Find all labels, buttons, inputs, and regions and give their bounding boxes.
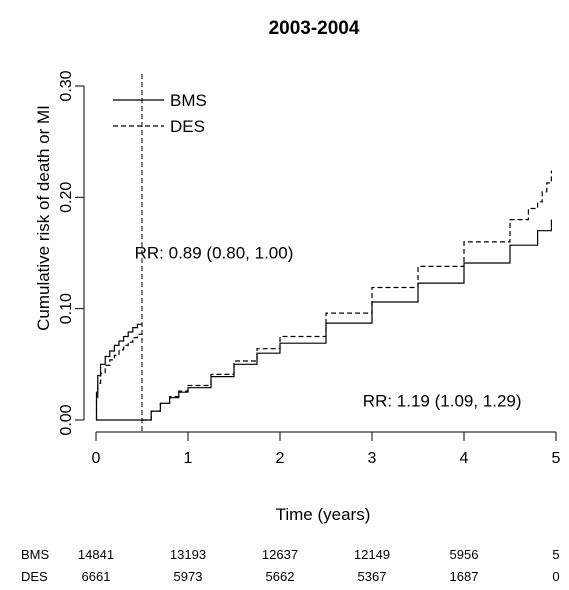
x-tick-label: 0 bbox=[92, 450, 101, 467]
risk-value: 1687 bbox=[450, 569, 479, 584]
x-tick-label: 4 bbox=[460, 450, 469, 467]
chart-title: 2003-2004 bbox=[269, 18, 360, 39]
y-tick-label: 0.30 bbox=[58, 70, 75, 101]
y-axis-label: Cumulative risk of death or MI bbox=[34, 105, 53, 331]
series-line-des bbox=[142, 170, 552, 421]
x-tick-label: 3 bbox=[368, 450, 377, 467]
axes: 0 1 2 3 4 5 0.00 0.10 0.20 0.30 bbox=[58, 70, 561, 467]
x-tick-label: 1 bbox=[184, 450, 193, 467]
y-tick-label: 0.10 bbox=[58, 293, 75, 324]
series-line-bms bbox=[95, 323, 143, 421]
y-tick-label: 0.20 bbox=[58, 182, 75, 213]
series-lines bbox=[95, 170, 552, 421]
risk-row-label-bms: BMS bbox=[21, 547, 50, 562]
risk-value: 6661 bbox=[82, 569, 111, 584]
risk-value: 5956 bbox=[450, 547, 479, 562]
risk-value: 13193 bbox=[170, 547, 206, 562]
x-tick-label: 5 bbox=[552, 450, 561, 467]
risk-value: 5 bbox=[552, 547, 559, 562]
risk-row-label-des: DES bbox=[21, 569, 48, 584]
legend: BMS DES bbox=[113, 91, 207, 136]
risk-table: BMS 14841 13193 12637 12149 5956 5 DES 6661 5973 5… bbox=[21, 547, 560, 584]
risk-value: 5973 bbox=[174, 569, 203, 584]
legend-label-bms: BMS bbox=[170, 91, 207, 110]
rr-annotation-1: RR: 0.89 (0.80, 1.00) bbox=[135, 244, 294, 263]
series-line-des bbox=[95, 330, 143, 421]
x-tick-label: 2 bbox=[276, 450, 285, 467]
risk-value: 5367 bbox=[358, 569, 387, 584]
annotations: RR: 0.89 (0.80, 1.00) RR: 1.19 (1.09, 1.2… bbox=[135, 244, 522, 411]
risk-value: 5662 bbox=[266, 569, 295, 584]
risk-value: 14841 bbox=[78, 547, 114, 562]
legend-label-des: DES bbox=[170, 117, 205, 136]
series-line-bms bbox=[142, 219, 552, 421]
x-axis-label: Time (years) bbox=[276, 505, 371, 524]
y-tick-label: 0.00 bbox=[58, 404, 75, 435]
risk-value: 12637 bbox=[262, 547, 298, 562]
risk-value: 12149 bbox=[354, 547, 390, 562]
rr-annotation-2: RR: 1.19 (1.09, 1.29) bbox=[363, 392, 522, 411]
risk-value: 0 bbox=[552, 569, 559, 584]
